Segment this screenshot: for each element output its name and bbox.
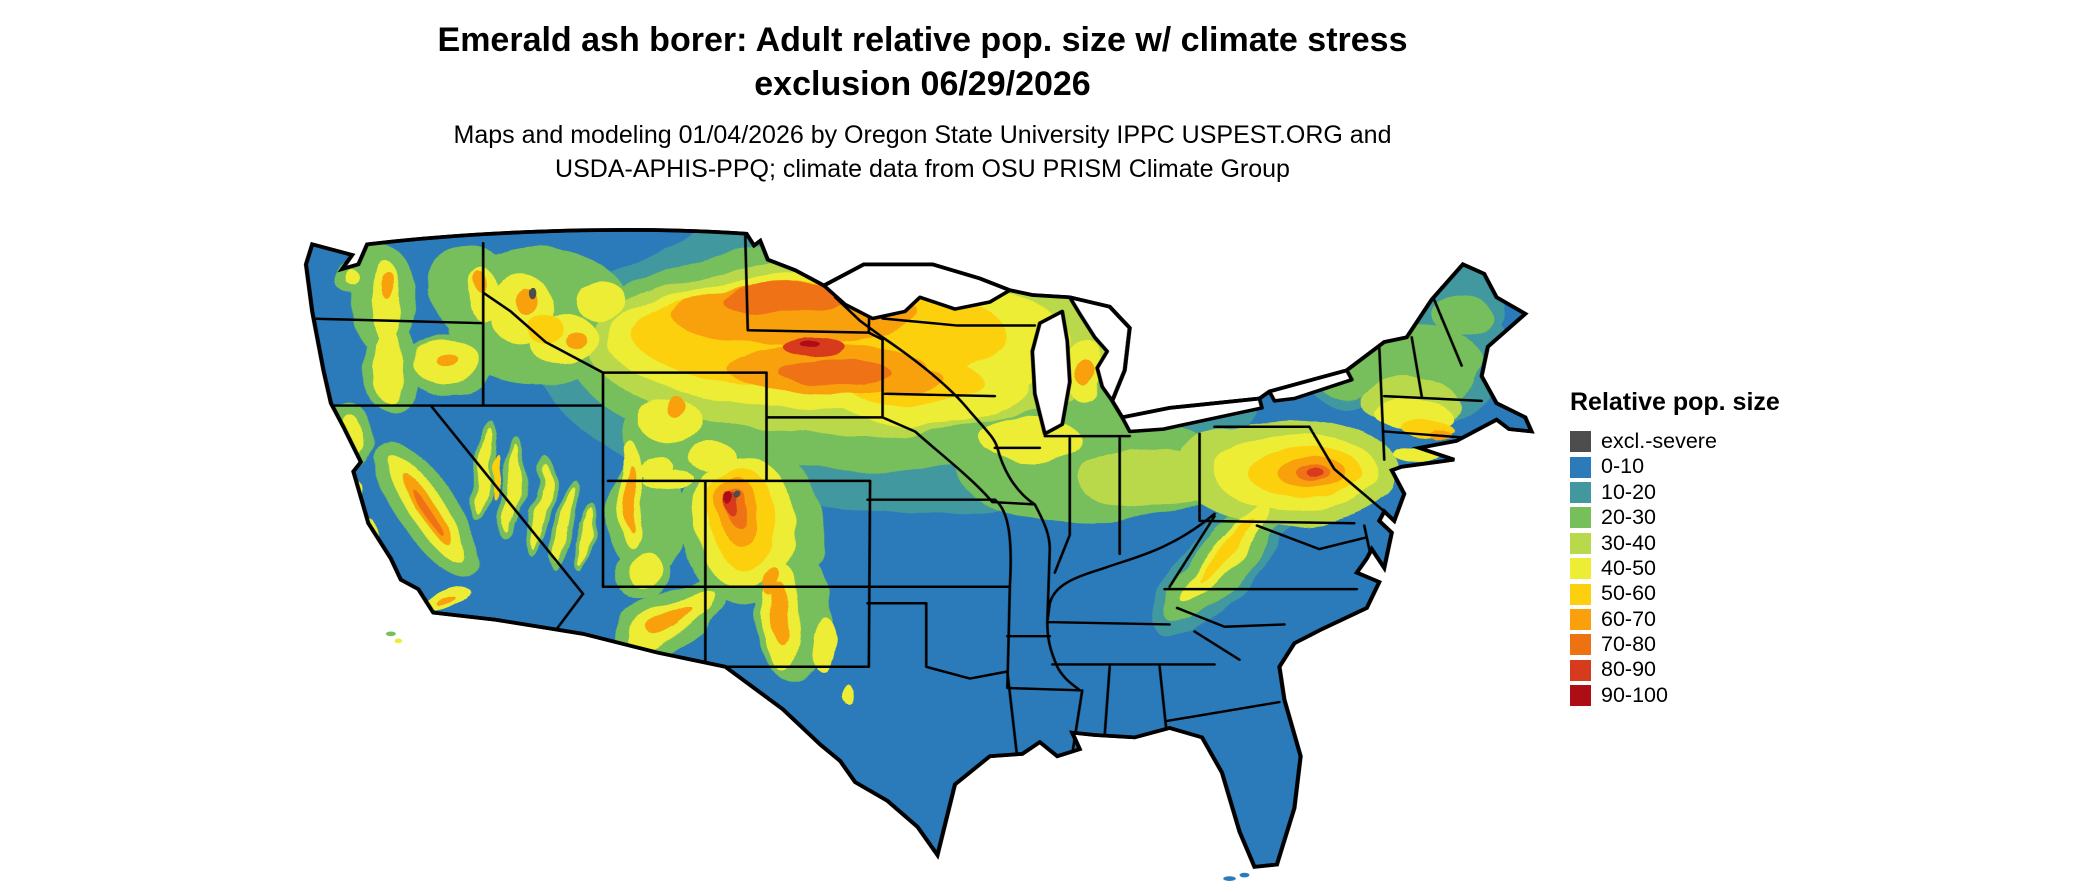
legend-item: 20-30 [1570, 505, 1890, 530]
us-map [296, 222, 1544, 888]
state-boundaries [305, 234, 1483, 760]
us-outline [303, 228, 1535, 869]
legend-item-label: 80-90 [1601, 657, 1656, 682]
legend-item-label: 90-100 [1601, 682, 1668, 707]
map-subtitle: Maps and modeling 01/04/2026 by Oregon S… [0, 118, 1845, 186]
legend-items: excl.-severe 0-10 10-20 20-30 30-40 40-50 50-6… [1570, 429, 1890, 708]
lake-michigan [1030, 309, 1072, 436]
legend-swatch [1570, 558, 1591, 580]
legend-swatch [1570, 456, 1591, 478]
legend-swatch [1570, 507, 1591, 529]
legend-swatch [1570, 532, 1591, 554]
legend-item-label: 70-80 [1601, 632, 1656, 657]
map-title-line1: Emerald ash borer: Adult relative pop. s… [437, 21, 1408, 59]
legend-item-label: 10-20 [1601, 479, 1656, 504]
map-subtitle-line1: Maps and modeling 01/04/2026 by Oregon S… [453, 121, 1392, 149]
legend-item-label: 60-70 [1601, 606, 1656, 631]
legend-swatch [1570, 685, 1591, 707]
legend-item-label: 40-50 [1601, 555, 1656, 580]
legend-item: 90-100 [1570, 683, 1890, 708]
legend-item: 80-90 [1570, 658, 1890, 683]
great-lakes [822, 262, 1354, 436]
legend-swatch [1570, 481, 1591, 503]
legend: Relative pop. size excl.-severe 0-10 10-20… [1570, 388, 1890, 708]
map-title: Emerald ash borer: Adult relative pop. s… [0, 18, 1845, 106]
legend-swatch [1570, 431, 1591, 453]
map-title-line2: exclusion 06/29/2026 [754, 65, 1091, 103]
legend-item: 0-10 [1570, 454, 1890, 479]
legend-swatch [1570, 634, 1591, 656]
legend-item: 30-40 [1570, 531, 1890, 556]
legend-item: 70-80 [1570, 632, 1890, 657]
legend-item-label: 50-60 [1601, 581, 1656, 606]
legend-item-label: 20-30 [1601, 505, 1656, 530]
legend-item-label: excl.-severe [1601, 428, 1717, 453]
legend-item: 50-60 [1570, 581, 1890, 606]
islands [385, 631, 1250, 881]
legend-swatch [1570, 583, 1591, 605]
legend-item-label: 30-40 [1601, 530, 1656, 555]
us-map-svg [303, 228, 1535, 881]
map-subtitle-line2: USDA-APHIS-PPQ; climate data from OSU PR… [555, 155, 1290, 183]
legend-swatch [1570, 659, 1591, 681]
legend-swatch [1570, 608, 1591, 630]
legend-title: Relative pop. size [1570, 388, 1780, 416]
legend-item: 60-70 [1570, 607, 1890, 632]
legend-item: 40-50 [1570, 556, 1890, 581]
legend-item: 10-20 [1570, 480, 1890, 505]
legend-item: excl.-severe [1570, 429, 1890, 454]
legend-item-label: 0-10 [1601, 454, 1645, 479]
